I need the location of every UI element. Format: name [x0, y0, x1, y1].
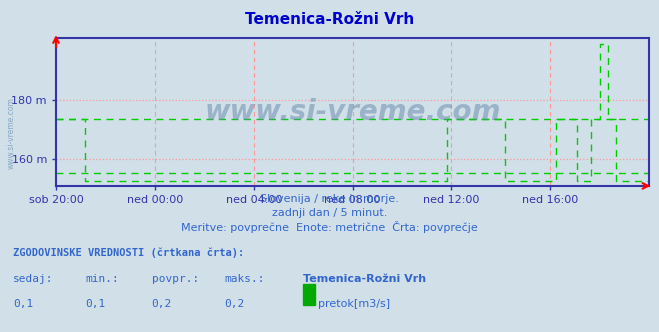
Text: zadnji dan / 5 minut.: zadnji dan / 5 minut. [272, 208, 387, 217]
Text: 0,1: 0,1 [13, 299, 34, 309]
Text: povpr.:: povpr.: [152, 274, 199, 284]
Text: Slovenija / reke in morje.: Slovenija / reke in morje. [260, 194, 399, 204]
Text: 0,2: 0,2 [152, 299, 172, 309]
Text: sedaj:: sedaj: [13, 274, 53, 284]
Text: www.si-vreme.com: www.si-vreme.com [204, 98, 501, 126]
Text: Temenica-Rožni Vrh: Temenica-Rožni Vrh [303, 274, 426, 284]
Text: www.si-vreme.com: www.si-vreme.com [7, 97, 16, 169]
Text: Temenica-Rožni Vrh: Temenica-Rožni Vrh [245, 12, 414, 27]
Text: maks.:: maks.: [224, 274, 264, 284]
Text: min.:: min.: [86, 274, 119, 284]
Text: 0,1: 0,1 [86, 299, 106, 309]
Text: Meritve: povprečne  Enote: metrične  Črta: povprečje: Meritve: povprečne Enote: metrične Črta:… [181, 221, 478, 233]
Text: 0,2: 0,2 [224, 299, 244, 309]
Text: ZGODOVINSKE VREDNOSTI (črtkana črta):: ZGODOVINSKE VREDNOSTI (črtkana črta): [13, 247, 244, 258]
Text: pretok[m3/s]: pretok[m3/s] [318, 299, 390, 309]
